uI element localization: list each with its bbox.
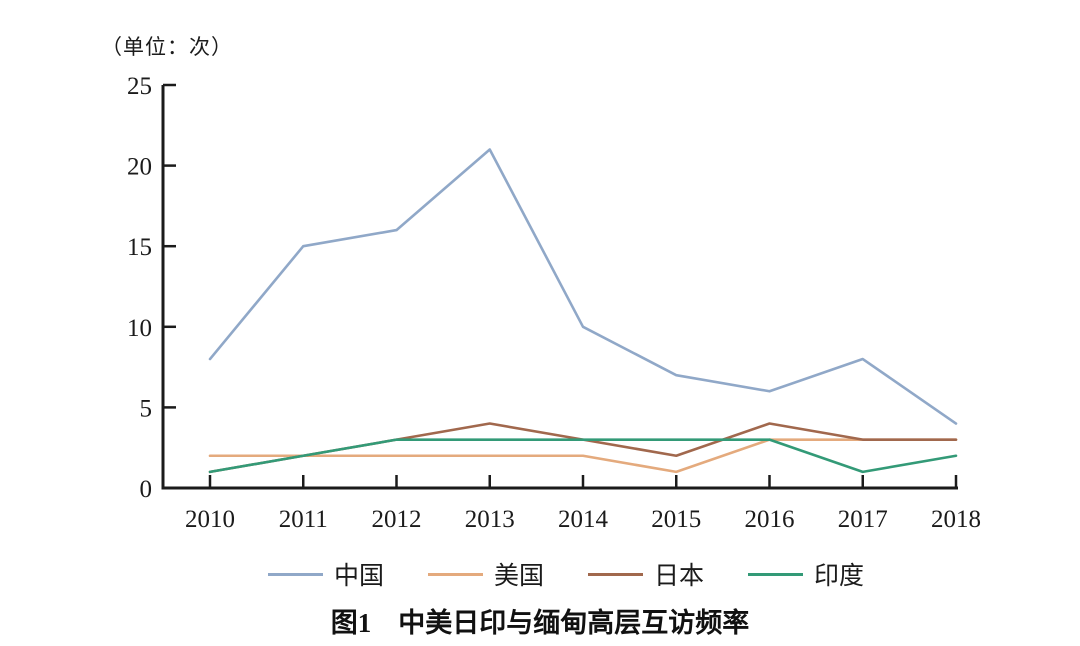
legend-label-usa: 美国 [493, 563, 544, 590]
x-tick-label: 2012 [372, 506, 422, 533]
legend-item-china: 中国 [267, 556, 384, 592]
y-tick-label: 10 [127, 315, 152, 342]
legend-label-japan: 日本 [654, 563, 705, 590]
y-tick-label: 0 [140, 476, 153, 503]
x-tick-label: 2013 [465, 506, 515, 533]
legend-swatch-china [267, 572, 323, 576]
legend-swatch-japan [588, 572, 643, 576]
x-tick-label: 2015 [651, 506, 701, 533]
x-tick-label: 2010 [185, 506, 235, 533]
legend-label-india: 印度 [814, 563, 865, 590]
legend-item-japan: 日本 [588, 556, 704, 592]
legend-swatch-usa [427, 572, 483, 576]
y-tick-label: 5 [140, 395, 153, 422]
legend-item-usa: 美国 [427, 556, 544, 592]
x-tick-label: 2018 [931, 506, 981, 533]
x-tick-label: 2016 [745, 506, 795, 533]
legend-swatch-india [748, 572, 804, 576]
legend-item-india: 印度 [748, 556, 864, 592]
series-line-usa [208, 438, 958, 474]
legend: 中国 美国 日本 印度 [26, 556, 1080, 592]
legend-label-china: 中国 [333, 563, 384, 590]
y-tick-label: 20 [127, 154, 152, 181]
series-line-india [208, 438, 958, 474]
x-tick-label: 2014 [558, 506, 609, 533]
line-chart: 0 5 10 15 20 25 2010 2011 2012 2013 2014 2015 2016 20… [127, 73, 981, 533]
series-line-china [208, 148, 958, 425]
x-tick-label: 2017 [838, 506, 888, 533]
y-tick-label: 15 [127, 234, 152, 261]
y-tick-label: 25 [127, 73, 152, 100]
figure-caption: 图1 中美日印与缅甸高层互访频率 [330, 608, 750, 638]
x-tick-label: 2011 [279, 506, 328, 533]
unit-label: （单位：次） [101, 35, 233, 59]
